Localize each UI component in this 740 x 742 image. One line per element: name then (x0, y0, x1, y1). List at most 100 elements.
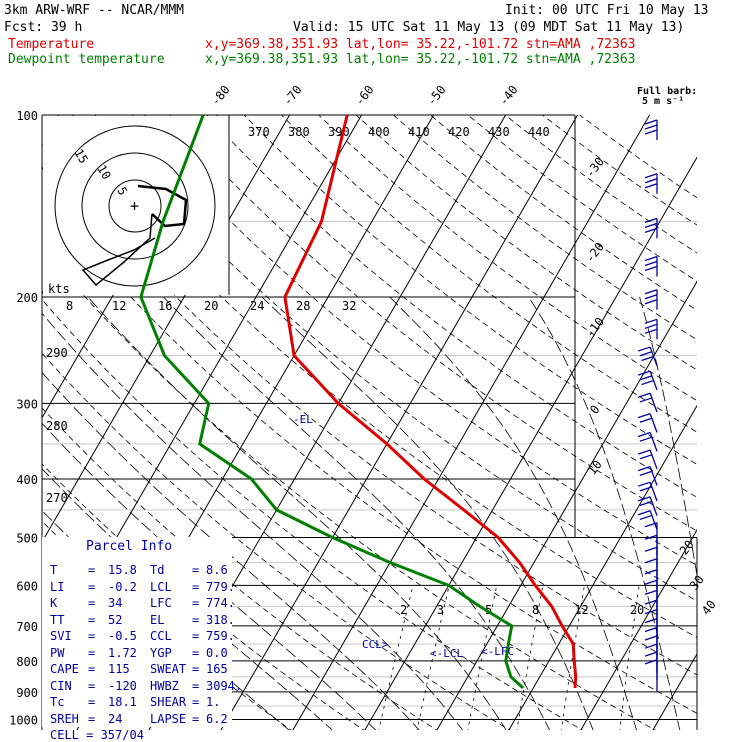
parcel-info-cell: Td (150, 563, 164, 577)
parcel-info-cell: T (50, 563, 57, 577)
isotherm-label: -20 (583, 240, 607, 266)
isotherm-label: 0 (587, 402, 602, 416)
theta-e-label: 400 (368, 125, 390, 139)
parcel-info-cell: SVI (50, 629, 72, 643)
level-annotation: -EL (293, 413, 313, 426)
theta-e-label: 380 (288, 125, 310, 139)
isotherm-line (724, 115, 740, 732)
parcel-info-cell: 15.8 (108, 563, 137, 577)
pressure-tick-label: 300 (16, 397, 38, 411)
wind-barb (638, 393, 657, 412)
parcel-info-cell: 18.1 (108, 695, 137, 709)
parcel-info-cell: = (192, 613, 199, 627)
hodograph-axis-tick: 24 (250, 299, 264, 313)
wind-barb-feather (640, 515, 652, 519)
parcel-info-cell: = (192, 712, 199, 726)
wind-barb (638, 347, 657, 366)
dry-adiabat (244, 115, 740, 732)
wind-barb (638, 511, 657, 530)
parcel-info-cell: 318. (206, 613, 235, 627)
parcel-info-cell: = (192, 563, 199, 577)
parcel-info-cell: = (192, 596, 199, 610)
wind-barb-feather (645, 262, 657, 266)
parcel-info-cell: 52 (108, 613, 122, 627)
wind-barb-feather (645, 179, 657, 183)
parcel-info-cell: YGP (150, 646, 172, 660)
wind-barb-feather (642, 381, 654, 385)
wind-barb (645, 257, 657, 277)
parcel-info-cell: = (88, 613, 95, 627)
isotherm-line (364, 115, 722, 732)
level-annotation: <-LCL (430, 647, 463, 660)
wind-barb-feather (645, 267, 657, 271)
wind-barb-feather (645, 329, 657, 333)
pressure-tick-label: 100 (16, 109, 38, 123)
mixing-ratio-label: 12 (574, 603, 588, 617)
wind-barb (645, 174, 657, 194)
wind-barb-feather (645, 319, 657, 323)
moist-adiabat (262, 297, 594, 732)
isotherm-label: 40 (699, 598, 719, 618)
wind-barb-feather (645, 290, 657, 294)
init-time: Init: 00 UTC Fri 10 May 13 (505, 3, 709, 18)
parcel-info-title: Parcel Info (86, 539, 172, 554)
wind-barb-feather (645, 295, 657, 299)
parcel-info-cell: CCL (150, 629, 172, 643)
wind-barb (645, 547, 657, 567)
wind-barb-feather (645, 636, 657, 640)
valid-time: Valid: 15 UTC Sat 11 May 13 (09 MDT Sat … (293, 20, 684, 35)
isotherm-label: -30 (583, 155, 607, 181)
hodograph-axis-tick: 28 (296, 299, 310, 313)
parcel-info-cell: 3094. (206, 679, 242, 693)
theta-e-label: 370 (248, 125, 270, 139)
wind-barb (645, 559, 657, 579)
wind-barb-feather (645, 130, 657, 134)
parcel-info-cell: LFC (150, 596, 172, 610)
wind-barb-staff (650, 432, 657, 451)
parcel-info-cell: = (88, 596, 95, 610)
hodograph-axis-tick: 16 (158, 299, 172, 313)
wind-barb (638, 450, 657, 469)
parcel-info-cell: SREH (50, 712, 79, 726)
pressure-tick-label: 600 (16, 579, 38, 593)
parcel-info-cell: = (88, 679, 95, 693)
wind-barb-feather (640, 455, 652, 459)
parcel-info-cell: SWEAT (150, 662, 186, 676)
wind-barb (645, 290, 657, 310)
barb-legend-unit: 5 m s⁻¹ (642, 96, 684, 107)
isotherm-line (220, 115, 578, 732)
mixing-ratio-label: 3 (437, 603, 444, 617)
temperature-location: x,y=369.38,351.93 lat,lon= 35.22,-101.72… (205, 37, 635, 52)
wind-barb-feather (645, 547, 657, 551)
mixing-ratio-line (378, 585, 413, 732)
parcel-info-cell: = (88, 629, 95, 643)
dry-adiabat (431, 115, 740, 732)
wind-barb (638, 371, 657, 390)
parcel-info-cell: = (192, 695, 199, 709)
parcel-info-cell: = (88, 563, 95, 577)
theta-label: 270 (46, 491, 68, 505)
parcel-info-cell: -0.5 (108, 629, 137, 643)
wind-barb-feather (640, 418, 652, 422)
parcel-info-cell: = (88, 646, 95, 660)
wind-barb-staff (650, 450, 657, 469)
dry-adiabat (505, 115, 740, 732)
theta-label: 280 (46, 419, 68, 433)
isotherm-line (292, 115, 650, 732)
temperature-profile (285, 115, 576, 688)
theta-e-label: 420 (448, 125, 470, 139)
wind-barb-feather (645, 627, 657, 631)
forecast-hour: Fcst: 39 h (4, 20, 82, 35)
parcel-info-cell: 759. (206, 629, 235, 643)
wind-barb-feather (638, 414, 650, 418)
parcel-info-cell: = (192, 580, 199, 594)
wind-barb-feather (645, 324, 657, 328)
wind-barb-staff (650, 393, 657, 412)
parcel-info-cell: = (192, 662, 199, 676)
wind-barb-feather (645, 257, 657, 261)
isotherm-label: -70 (280, 83, 304, 109)
parcel-info-cell: 779. (206, 580, 235, 594)
parcel-info-cell: -120 (108, 679, 137, 693)
mixing-ratio-label: 20 (630, 603, 644, 617)
isotherm-line (652, 115, 740, 732)
